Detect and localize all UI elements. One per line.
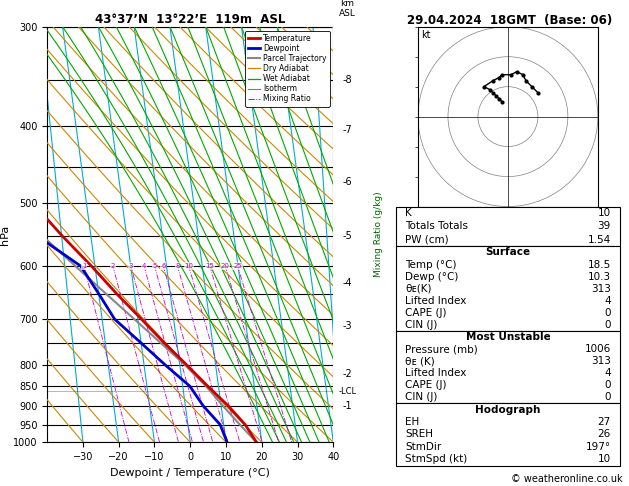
Text: CAPE (J): CAPE (J): [405, 381, 447, 390]
Text: 0: 0: [604, 392, 611, 402]
Text: Hodograph: Hodograph: [476, 405, 540, 415]
Text: -6: -6: [343, 177, 352, 187]
Text: 18.5: 18.5: [587, 260, 611, 270]
Text: Surface: Surface: [486, 247, 530, 258]
Text: θᴇ (K): θᴇ (K): [405, 356, 435, 366]
Text: 5: 5: [152, 263, 157, 269]
Text: © weatheronline.co.uk: © weatheronline.co.uk: [511, 473, 623, 484]
Text: 2: 2: [111, 263, 115, 269]
Text: Lifted Index: Lifted Index: [405, 296, 467, 306]
Text: -LCL: -LCL: [338, 386, 357, 396]
Text: StmSpd (kt): StmSpd (kt): [405, 454, 467, 464]
Text: 10: 10: [184, 263, 193, 269]
Text: -1: -1: [343, 401, 352, 411]
Text: PW (cm): PW (cm): [405, 235, 449, 245]
Text: 0: 0: [604, 308, 611, 318]
Text: Dewp (°C): Dewp (°C): [405, 272, 459, 282]
Text: EH: EH: [405, 417, 420, 427]
Text: Pressure (mb): Pressure (mb): [405, 345, 478, 354]
Text: 1.54: 1.54: [587, 235, 611, 245]
Text: Most Unstable: Most Unstable: [465, 332, 550, 343]
Text: 197°: 197°: [586, 442, 611, 452]
Text: -7: -7: [343, 125, 352, 135]
Title: 43°37’N  13°22’E  119m  ASL: 43°37’N 13°22’E 119m ASL: [95, 13, 286, 26]
Text: 1: 1: [82, 263, 86, 269]
Text: CIN (J): CIN (J): [405, 320, 438, 330]
Text: 15: 15: [206, 263, 214, 269]
Text: Totals Totals: Totals Totals: [405, 222, 468, 231]
Text: K: K: [405, 208, 412, 218]
Text: Temp (°C): Temp (°C): [405, 260, 457, 270]
Text: 20: 20: [221, 263, 230, 269]
Text: 4: 4: [604, 296, 611, 306]
Text: 39: 39: [598, 222, 611, 231]
Text: 6: 6: [161, 263, 165, 269]
Text: 4: 4: [142, 263, 147, 269]
X-axis label: Dewpoint / Temperature (°C): Dewpoint / Temperature (°C): [110, 468, 270, 478]
Text: 27: 27: [598, 417, 611, 427]
Text: 3: 3: [129, 263, 133, 269]
Text: 25: 25: [233, 263, 242, 269]
Text: 10: 10: [598, 208, 611, 218]
Text: 29.04.2024  18GMT  (Base: 06): 29.04.2024 18GMT (Base: 06): [407, 14, 612, 27]
Text: 8: 8: [175, 263, 180, 269]
Text: CAPE (J): CAPE (J): [405, 308, 447, 318]
Text: θᴇ(K): θᴇ(K): [405, 284, 431, 294]
Text: Mixing Ratio (g/kg): Mixing Ratio (g/kg): [374, 191, 383, 278]
Text: 0: 0: [604, 320, 611, 330]
Text: StmDir: StmDir: [405, 442, 442, 452]
Text: 313: 313: [591, 356, 611, 366]
Text: -2: -2: [343, 369, 352, 379]
Text: km
ASL: km ASL: [339, 0, 356, 18]
Text: CIN (J): CIN (J): [405, 392, 438, 402]
Text: 1006: 1006: [584, 345, 611, 354]
Text: -8: -8: [343, 75, 352, 85]
Text: -3: -3: [343, 321, 352, 331]
Text: 313: 313: [591, 284, 611, 294]
Text: Lifted Index: Lifted Index: [405, 368, 467, 379]
Text: 10: 10: [598, 454, 611, 464]
Text: SREH: SREH: [405, 430, 433, 439]
Text: 10.3: 10.3: [587, 272, 611, 282]
Text: 4: 4: [604, 368, 611, 379]
Y-axis label: hPa: hPa: [0, 225, 10, 244]
Text: -5: -5: [343, 231, 352, 241]
Text: 26: 26: [598, 430, 611, 439]
Legend: Temperature, Dewpoint, Parcel Trajectory, Dry Adiabat, Wet Adiabat, Isotherm, Mi: Temperature, Dewpoint, Parcel Trajectory…: [245, 31, 330, 106]
Text: 0: 0: [604, 381, 611, 390]
Text: -4: -4: [343, 278, 352, 288]
Text: kt: kt: [421, 30, 431, 40]
